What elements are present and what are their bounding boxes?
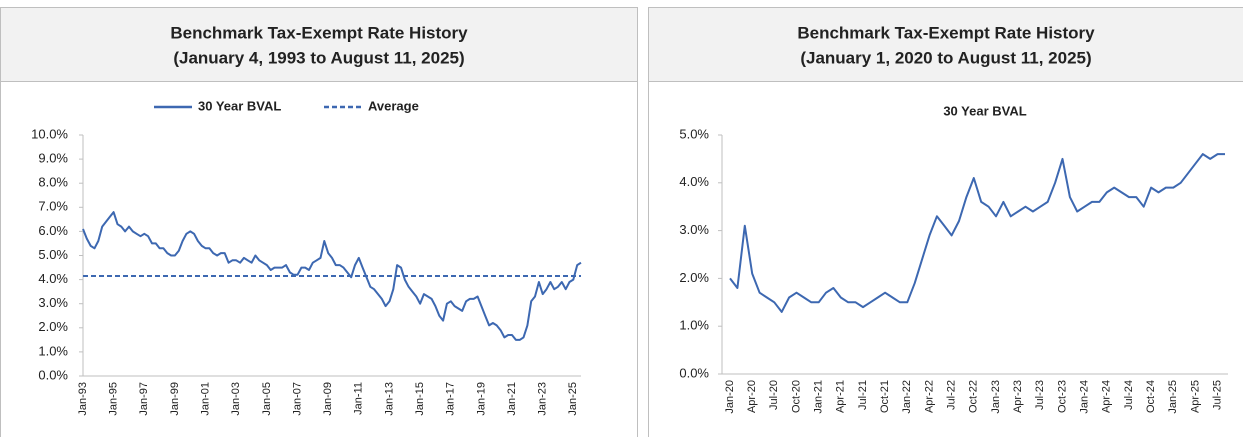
x-tick-label: Jan-93	[77, 382, 89, 416]
x-tick-label: Jan-19	[475, 382, 487, 416]
x-tick-label: Oct-23	[1056, 380, 1068, 413]
y-tick-label: 3.0%	[38, 295, 68, 310]
y-tick-label: 10.0%	[31, 126, 68, 141]
x-tick-label: Jul-22	[946, 380, 958, 410]
x-tick-label: Apr-23	[1012, 380, 1024, 413]
x-tick-label: Apr-25	[1189, 380, 1201, 413]
panel-header	[648, 7, 1243, 82]
y-tick-label: 9.0%	[38, 151, 68, 166]
panel-header	[0, 7, 638, 82]
y-tick-label: 1.0%	[38, 343, 68, 358]
chart-title: Benchmark Tax-Exempt Rate History	[170, 23, 468, 42]
chart-title: Benchmark Tax-Exempt Rate History	[797, 23, 1095, 42]
data-line	[82, 211, 582, 341]
y-tick-label: 4.0%	[38, 271, 68, 286]
legend-label: Average	[368, 98, 419, 113]
x-tick-label: Jan-11	[353, 382, 365, 415]
x-tick-label: Apr-20	[746, 380, 758, 413]
x-tick-label: Jan-13	[383, 382, 395, 416]
x-tick-label: Apr-21	[835, 380, 847, 413]
y-tick-label: 5.0%	[38, 247, 68, 262]
x-tick-label: Jul-25	[1212, 380, 1224, 410]
y-tick-label: 2.0%	[38, 319, 68, 334]
x-tick-label: Jan-03	[230, 382, 242, 416]
x-tick-label: Jan-09	[322, 382, 334, 416]
x-tick-label: Oct-20	[790, 380, 802, 413]
x-tick-label: Jul-20	[768, 380, 780, 410]
legend-label: 30 Year BVAL	[198, 98, 281, 113]
x-tick-label: Oct-22	[968, 380, 980, 413]
x-tick-label: Jan-22	[901, 380, 913, 414]
chart-subtitle: (January 1, 2020 to August 11, 2025)	[800, 48, 1091, 67]
x-tick-label: Jan-01	[199, 382, 211, 416]
y-tick-label: 5.0%	[679, 126, 709, 141]
y-tick-label: 0.0%	[38, 367, 68, 382]
x-tick-label: Jan-25	[1167, 380, 1179, 414]
x-tick-label: Jan-07	[291, 382, 303, 416]
y-tick-label: 4.0%	[679, 174, 709, 189]
x-tick-label: Jul-23	[1034, 380, 1046, 410]
x-tick-label: Apr-24	[1101, 380, 1113, 413]
x-tick-label: Jan-15	[414, 382, 426, 416]
x-tick-label: Jul-24	[1123, 380, 1135, 410]
y-tick-label: 8.0%	[38, 175, 68, 190]
y-tick-label: 1.0%	[679, 318, 709, 333]
x-tick-label: Jan-25	[567, 382, 579, 416]
x-tick-label: Jan-21	[813, 380, 825, 414]
y-tick-label: 6.0%	[38, 223, 68, 238]
y-tick-label: 3.0%	[679, 222, 709, 237]
x-tick-label: Apr-22	[923, 380, 935, 413]
chart-subtitle: (January 4, 1993 to August 11, 2025)	[173, 48, 464, 67]
x-tick-label: Jan-24	[1079, 380, 1091, 414]
x-tick-label: Jan-17	[445, 382, 457, 416]
x-tick-label: Jan-23	[990, 380, 1002, 414]
x-tick-label: Jan-20	[724, 380, 736, 414]
plot-title: 30 Year BVAL	[943, 103, 1026, 118]
y-tick-label: 7.0%	[38, 199, 68, 214]
x-tick-label: Oct-21	[879, 380, 891, 413]
x-tick-label: Jul-21	[857, 380, 869, 410]
x-tick-label: Jan-95	[108, 382, 120, 416]
x-tick-label: Jan-97	[138, 382, 150, 416]
y-tick-label: 0.0%	[679, 365, 709, 380]
x-tick-label: Jan-99	[169, 382, 181, 416]
x-tick-label: Jan-05	[261, 382, 273, 416]
x-tick-label: Jan-21	[506, 382, 518, 416]
y-tick-label: 2.0%	[679, 270, 709, 285]
x-tick-label: Jan-23	[537, 382, 549, 416]
x-tick-label: Oct-24	[1145, 380, 1157, 413]
data-line	[729, 153, 1225, 313]
